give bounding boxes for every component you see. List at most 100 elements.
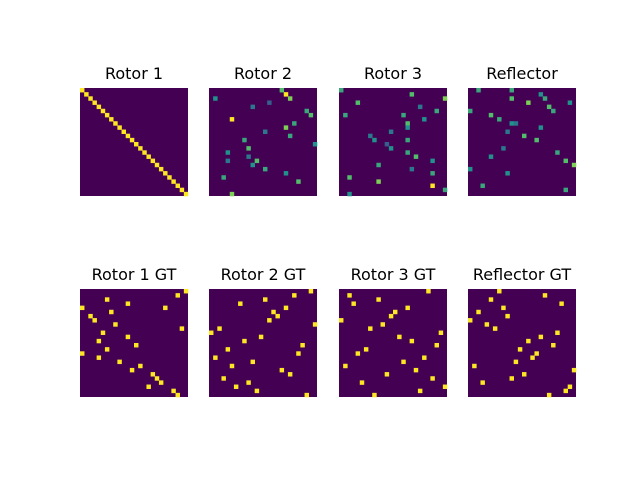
heatmap-cell (88, 96, 93, 101)
heatmap-cell (555, 330, 560, 335)
heatmap-cell (551, 108, 556, 114)
heatmap-cell (279, 88, 285, 93)
heatmap-cell (104, 112, 110, 118)
heatmap-cell (530, 355, 535, 360)
heatmap-cell (283, 125, 289, 130)
panel-rotor-3: Rotor 3 (339, 64, 448, 197)
heatmap-cell (567, 100, 573, 105)
heatmap-cell (551, 343, 556, 348)
heatmap-cell (225, 158, 231, 164)
heatmap-cell (384, 142, 390, 147)
heatmap-cell (80, 351, 85, 356)
heatmap-cell (505, 129, 510, 134)
heatmap-cell (401, 112, 406, 118)
matrix-background (339, 289, 447, 397)
heatmap-cell (183, 289, 189, 294)
heatmap-cell (100, 330, 106, 335)
heatmap-cell (522, 372, 527, 377)
matrix-rotor-2 (209, 88, 318, 197)
heatmap-cell (312, 322, 318, 327)
heatmap-cell (534, 137, 539, 143)
heatmap-cell (422, 117, 427, 122)
heatmap-cell (409, 166, 415, 172)
heatmap-cell (430, 171, 435, 176)
heatmap-cell (488, 154, 494, 159)
heatmap-cell (417, 388, 423, 394)
heatmap-cell (538, 92, 544, 97)
heatmap-cell (468, 318, 473, 323)
heatmap-cell (368, 326, 373, 331)
heatmap-cell (563, 388, 568, 394)
heatmap-cell (304, 108, 309, 114)
heatmap-cell (263, 297, 268, 302)
heatmap-cell (405, 137, 410, 143)
heatmap-cell (571, 162, 577, 168)
panel-rotor-1: Rotor 1 (80, 64, 189, 197)
heatmap-cell (80, 88, 85, 93)
heatmap-cell (347, 175, 352, 180)
matrix-rotor-3-gt (339, 289, 448, 398)
heatmap-cell (501, 146, 506, 151)
panel-title-rotor-3-gt: Rotor 3 GT (351, 265, 436, 284)
heatmap-cell (359, 380, 365, 385)
matrix-background (468, 88, 576, 196)
panel-reflector-gt: Reflector GT (468, 265, 577, 398)
panel-rotor-1-gt: Rotor 1 GT (80, 265, 189, 398)
panel-reflector: Reflector (468, 64, 577, 196)
heatmap-cell (113, 322, 118, 327)
heatmap-cell (509, 88, 514, 93)
heatmap-cell (488, 297, 494, 302)
heatmap-cell (225, 347, 231, 352)
heatmap-cell (484, 322, 490, 327)
matrix-rotor-2-gt (209, 289, 318, 398)
heatmap-cell (497, 117, 502, 122)
heatmap-cell (538, 334, 544, 340)
heatmap-cell (308, 112, 314, 118)
heatmap-cell (146, 154, 151, 159)
heatmap-cell (372, 392, 377, 398)
heatmap-cell (384, 372, 390, 377)
heatmap-cell (388, 313, 394, 319)
heatmap-cell (225, 150, 231, 155)
heatmap-cell (146, 384, 151, 389)
heatmap-cell (113, 121, 118, 126)
heatmap-cell (526, 100, 531, 105)
heatmap-cell (80, 305, 85, 311)
heatmap-cell (92, 100, 97, 105)
heatmap-cell (413, 154, 419, 159)
heatmap-cell (300, 343, 305, 348)
heatmap-cell (571, 367, 577, 373)
heatmap-cell (405, 121, 410, 126)
heatmap-cell (104, 347, 110, 352)
heatmap-cell (229, 363, 235, 369)
heatmap-cell (158, 166, 164, 172)
heatmap-cell (401, 359, 406, 365)
heatmap-cell (229, 191, 235, 197)
heatmap-cell (254, 158, 260, 164)
heatmap-cell (292, 293, 297, 298)
heatmap-cell (129, 367, 135, 373)
heatmap-cell (339, 318, 344, 323)
heatmap-cell (388, 129, 394, 134)
heatmap-cell (430, 183, 435, 188)
heatmap-cell (513, 121, 519, 126)
heatmap-cell (167, 175, 172, 180)
heatmap-cell (422, 355, 427, 360)
heatmap-cell (513, 359, 519, 365)
heatmap-cell (267, 100, 272, 105)
matrix-background (209, 88, 317, 196)
heatmap-cell (430, 376, 435, 381)
heatmap-cell (430, 158, 435, 164)
heatmap-cell (522, 133, 527, 139)
heatmap-cell (242, 137, 247, 143)
heatmap-cell (296, 351, 301, 356)
panel-rotor-2-gt: Rotor 2 GT (209, 265, 318, 398)
heatmap-cell (347, 293, 352, 298)
heatmap-cell (442, 96, 448, 101)
heatmap-cell (125, 301, 131, 306)
panel-title-rotor-1: Rotor 1 (105, 64, 163, 83)
heatmap-cell (96, 338, 102, 344)
heatmap-cell (154, 376, 160, 381)
heatmap-cell (179, 326, 185, 331)
